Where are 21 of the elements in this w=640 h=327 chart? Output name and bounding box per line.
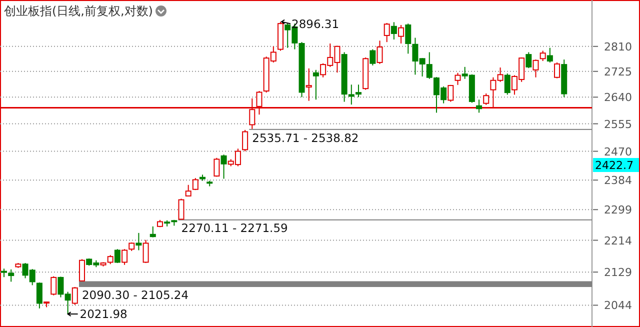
y-tick-label: 2640 [604,91,632,104]
candlestick [398,24,404,44]
y-tick-label: 2044 [604,299,632,312]
y-tick-label: 2470 [604,145,632,158]
y-tick-label: 2214 [604,234,632,248]
text: 2422.7 [595,159,634,172]
y-tick-label: 2129 [604,266,632,280]
candlestick [306,68,312,102]
annotation: 2896.31 [292,16,340,31]
annotation: 2021.98 [80,307,128,322]
candlestick [390,22,397,40]
y-tick-label: 2299 [604,204,632,217]
y-tick-label: 2725 [604,65,632,78]
y-tick-label: 2810 [604,40,632,54]
band-label: 2270.11 - 2271.59 [181,220,288,235]
band-label: 2090.30 - 2105.24 [82,288,189,302]
candlestick [200,174,206,182]
chart-title: 创业板指(日线,前复权,对数) [4,4,153,18]
band-label: 2535.71 - 2538.82 [252,130,359,145]
y-tick-label: 2555 [604,118,632,131]
y-tick-label: 2384 [604,174,632,188]
